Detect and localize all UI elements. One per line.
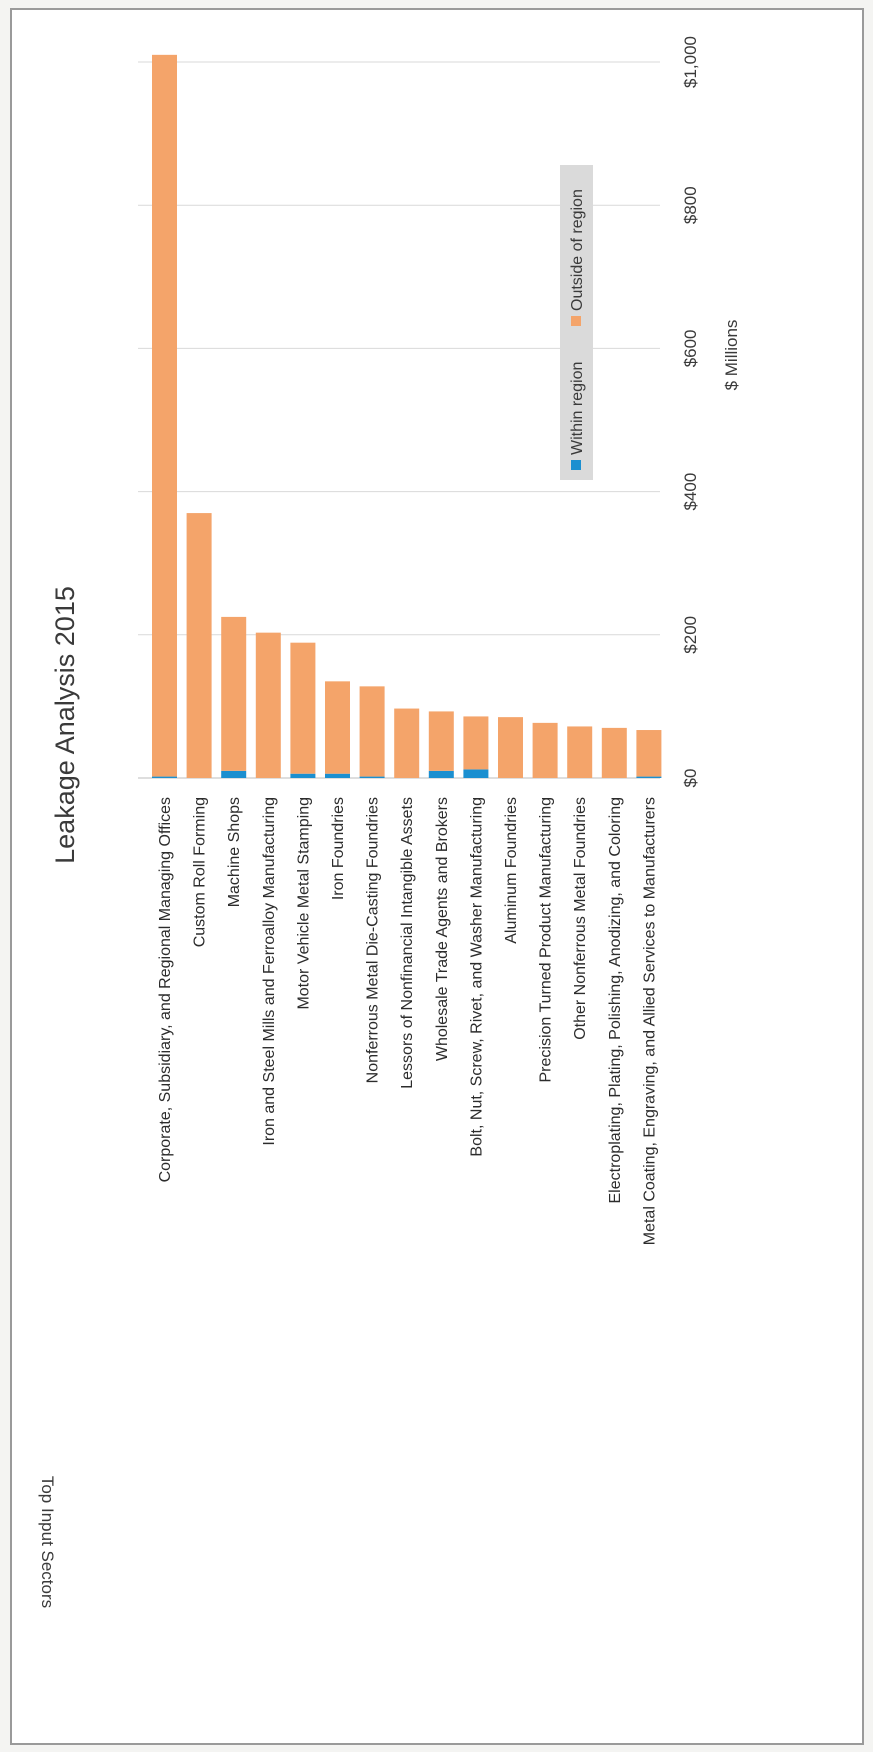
bar-within-region <box>636 776 662 778</box>
bar-within-region <box>428 770 454 778</box>
chart: Corporate, Subsidiary, and Regional Mana… <box>38 36 741 1608</box>
legend-swatch-within-region <box>571 460 581 470</box>
bar-within-region <box>325 773 350 778</box>
bar-outside-region <box>221 616 247 771</box>
bar-within-region <box>152 776 177 778</box>
category-label: Machine Shops <box>226 797 243 907</box>
category-label: Bolt, Nut, Screw, Rivet, and Washer Manu… <box>468 797 485 1157</box>
bar-outside-region <box>498 717 523 778</box>
bar-outside-region <box>255 632 281 778</box>
value-tick-label: $200 <box>681 616 700 654</box>
chart-frame: Corporate, Subsidiary, and Regional Mana… <box>10 8 864 1745</box>
category-label: Other Nonferrous Metal Foundries <box>572 797 589 1040</box>
category-label: Custom Roll Forming <box>192 797 209 947</box>
bar-outside-region <box>152 54 177 777</box>
bar-outside-region <box>636 730 662 777</box>
legend-label-within-region: Within region <box>569 362 586 455</box>
bar-outside-region <box>186 513 212 778</box>
bar-outside-region <box>601 727 627 778</box>
legend: Within region Outside of region <box>560 165 593 480</box>
bar-outside-region <box>359 686 385 777</box>
category-label: Precision Turned Product Manufacturing <box>538 797 555 1082</box>
bar-within-region <box>290 773 316 778</box>
legend-label-outside-region: Outside of region <box>569 189 586 311</box>
category-label: Nonferrous Metal Die-Casting Foundries <box>365 797 382 1083</box>
category-label: Lessors of Nonfinancial Intangible Asset… <box>399 797 416 1089</box>
legend-swatch-outside-region <box>571 316 581 326</box>
category-label: Iron Foundries <box>330 797 347 900</box>
bar-within-region <box>463 769 489 778</box>
bar-outside-region <box>463 716 489 770</box>
category-label: Aluminum Foundries <box>503 797 520 944</box>
value-axis-title: $ Millions <box>722 320 741 391</box>
category-labels: Corporate, Subsidiary, and Regional Mana… <box>157 797 658 1245</box>
value-tick-label: $600 <box>681 329 700 367</box>
value-tick-label: $1,000 <box>681 36 700 88</box>
category-axis-title: Top Input Sectors <box>38 1476 57 1608</box>
value-tick-label: $400 <box>681 473 700 511</box>
value-axis-ticks: $0 $200 $400 $600 $800 $1,000 <box>681 36 700 787</box>
category-label: Motor Vehicle Metal Stamping <box>295 797 312 1010</box>
bar-outside-region <box>567 726 593 778</box>
category-label: Metal Coating, Engraving, and Allied Ser… <box>641 797 658 1245</box>
category-label: Corporate, Subsidiary, and Regional Mana… <box>157 797 174 1182</box>
category-label: Wholesale Trade Agents and Brokers <box>434 797 451 1061</box>
bar-outside-region <box>394 708 420 778</box>
value-tick-label: $0 <box>681 769 700 788</box>
bar-outside-region <box>325 681 350 774</box>
bar-outside-region <box>532 722 558 778</box>
bars <box>152 54 662 778</box>
bar-within-region <box>359 776 385 778</box>
bar-outside-region <box>428 711 454 771</box>
plot-area: Corporate, Subsidiary, and Regional Mana… <box>138 36 700 1245</box>
bar-within-region <box>221 770 247 778</box>
category-label: Iron and Steel Mills and Ferroalloy Manu… <box>261 797 278 1146</box>
category-label: Electroplating, Plating, Polishing, Anod… <box>607 797 624 1203</box>
value-tick-label: $800 <box>681 186 700 224</box>
chart-title: Leakage Analysis 2015 <box>50 586 80 864</box>
bar-outside-region <box>290 642 316 774</box>
